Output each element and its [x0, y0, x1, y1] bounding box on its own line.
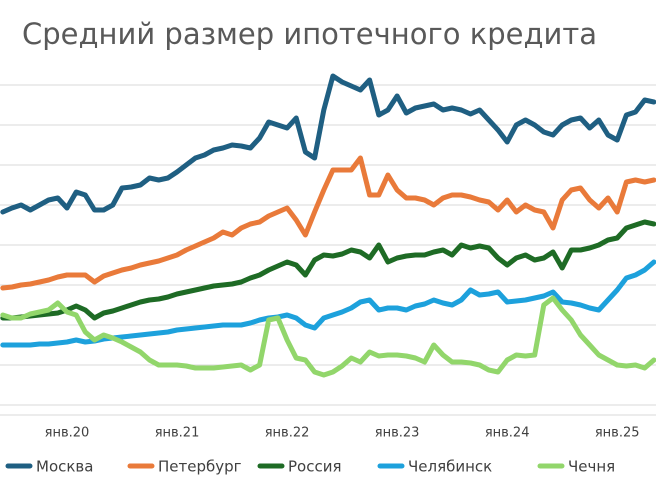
legend-item: Челябинск: [377, 458, 492, 476]
legend-item: Чечня: [537, 458, 615, 476]
x-tick-label: янв.25: [595, 426, 640, 441]
x-tick-label: янв.20: [45, 426, 90, 441]
legend-item: Петербург: [127, 458, 242, 476]
series-line: [0, 295, 656, 378]
legend-label: Россия: [288, 458, 342, 476]
legend-label: Челябинск: [408, 458, 492, 476]
x-tick-label: янв.22: [265, 426, 310, 441]
legend-label: Петербург: [158, 458, 242, 476]
legend-label: Чечня: [568, 458, 615, 476]
series-line: [0, 73, 656, 215]
legend-item: Россия: [257, 458, 342, 476]
legend-label: Москва: [36, 458, 93, 476]
x-tick-label: янв.23: [375, 426, 420, 441]
series-line: [0, 155, 656, 291]
series-line: [0, 219, 656, 321]
x-tick-label: янв.21: [155, 426, 200, 441]
chart-title: Средний размер ипотечного кредита: [22, 17, 597, 51]
x-tick-label: янв.24: [485, 426, 530, 441]
legend-item: Москва: [5, 458, 93, 476]
